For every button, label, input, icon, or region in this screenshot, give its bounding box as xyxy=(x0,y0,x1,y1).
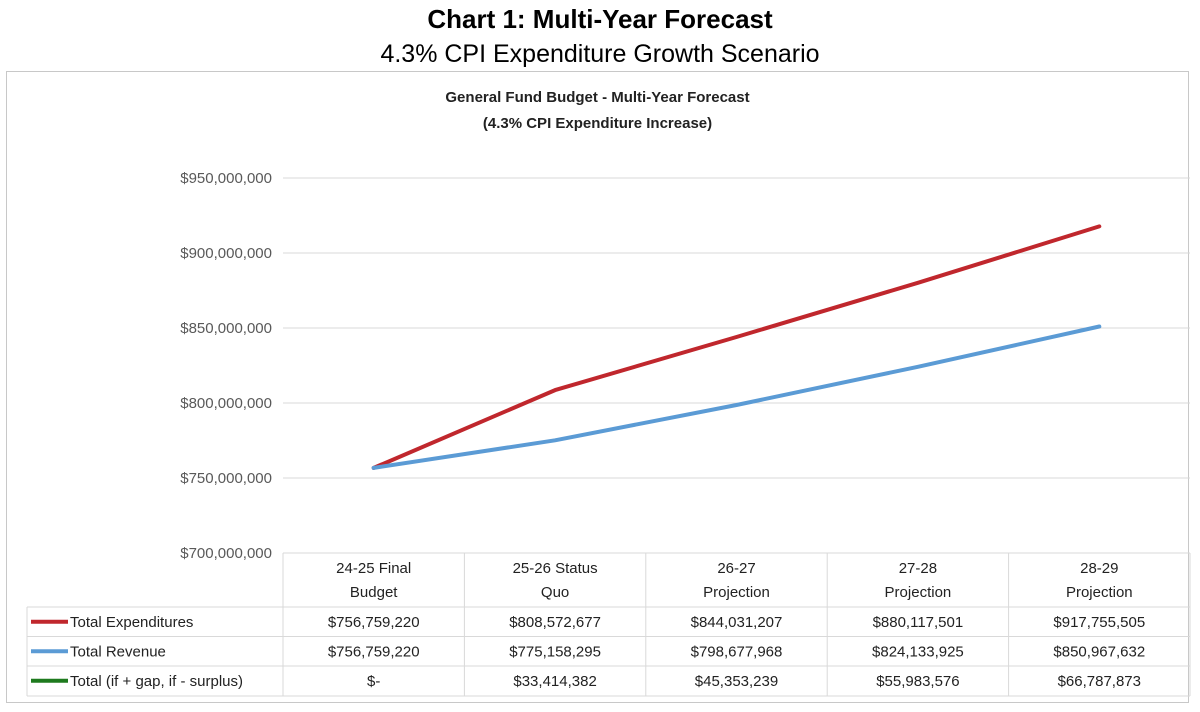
data-cell: $844,031,207 xyxy=(691,614,783,631)
category-label: Budget xyxy=(350,584,398,601)
page-subtitle: 4.3% CPI Expenditure Growth Scenario xyxy=(380,40,820,68)
data-cell: $824,133,925 xyxy=(872,643,964,660)
data-cell: $917,755,505 xyxy=(1053,614,1145,631)
series-line-total-revenue xyxy=(371,324,1102,470)
category-label: 24-25 Final xyxy=(336,560,411,577)
category-label: Projection xyxy=(1066,584,1133,601)
data-cell: $850,967,632 xyxy=(1053,643,1145,660)
series-name: Total Revenue xyxy=(70,643,166,660)
data-cell: $33,414,382 xyxy=(513,673,596,690)
category-label: Quo xyxy=(541,584,569,601)
data-cell: $775,158,295 xyxy=(509,643,601,660)
category-label: 28-29 xyxy=(1080,560,1118,577)
data-cell: $45,353,239 xyxy=(695,673,778,690)
data-cell: $808,572,677 xyxy=(509,614,601,631)
category-label: Projection xyxy=(885,584,952,601)
data-cell: $756,759,220 xyxy=(328,614,420,631)
chart-subtitle: (4.3% CPI Expenditure Increase) xyxy=(482,115,713,132)
page-title: Chart 1: Multi-Year Forecast xyxy=(427,4,773,34)
y-tick-label: $750,000,000 xyxy=(180,470,272,487)
series-name: Total Expenditures xyxy=(70,614,193,631)
series-name: Total (if + gap, if - surplus) xyxy=(70,673,243,690)
data-cell: $756,759,220 xyxy=(328,643,420,660)
category-label: 26-27 xyxy=(717,560,755,577)
y-tick-label: $950,000,000 xyxy=(180,170,272,187)
data-cell: $880,117,501 xyxy=(873,614,964,631)
data-cell: $66,787,873 xyxy=(1058,673,1141,690)
data-cell: $- xyxy=(367,673,380,690)
y-tick-label: $900,000,000 xyxy=(180,245,272,262)
y-tick-label: $850,000,000 xyxy=(180,320,272,337)
category-label: 27-28 xyxy=(899,560,937,577)
series-line-total-expenditures xyxy=(371,224,1102,470)
chart-title: General Fund Budget - Multi-Year Forecas… xyxy=(445,89,750,106)
category-label: Projection xyxy=(703,584,770,601)
chart-frame xyxy=(6,71,1189,703)
y-tick-label: $700,000,000 xyxy=(180,545,272,562)
data-cell: $798,677,968 xyxy=(691,643,783,660)
category-label: 25-26 Status xyxy=(513,560,598,577)
data-cell: $55,983,576 xyxy=(876,673,959,690)
y-tick-label: $800,000,000 xyxy=(180,395,272,412)
